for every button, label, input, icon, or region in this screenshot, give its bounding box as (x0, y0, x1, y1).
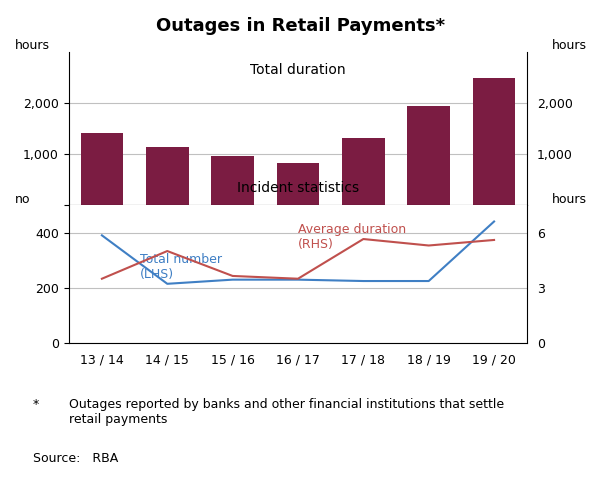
Text: Outages reported by banks and other financial institutions that settle
retail pa: Outages reported by banks and other fina… (69, 398, 504, 426)
Text: no: no (15, 194, 31, 206)
Text: hours: hours (552, 39, 587, 52)
Text: Average duration
(RHS): Average duration (RHS) (298, 223, 406, 251)
Text: Outages in Retail Payments*: Outages in Retail Payments* (157, 17, 445, 35)
Text: Total number
(LHS): Total number (LHS) (140, 253, 222, 282)
Text: Total duration: Total duration (250, 63, 346, 77)
Bar (146, 147, 188, 205)
Text: hours: hours (552, 194, 587, 206)
Text: Source:   RBA: Source: RBA (33, 452, 119, 465)
Bar (81, 133, 123, 205)
Bar (408, 106, 450, 205)
Text: Incident statistics: Incident statistics (237, 181, 359, 195)
Bar (342, 137, 385, 205)
Bar (211, 157, 254, 205)
Text: *: * (33, 398, 39, 411)
Bar (277, 163, 319, 205)
Bar (473, 79, 515, 205)
Text: hours: hours (15, 39, 50, 52)
